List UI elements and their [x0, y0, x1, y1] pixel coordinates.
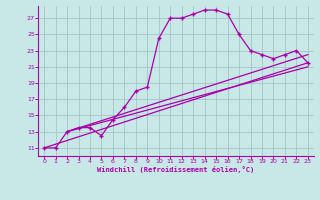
X-axis label: Windchill (Refroidissement éolien,°C): Windchill (Refroidissement éolien,°C): [97, 166, 255, 173]
